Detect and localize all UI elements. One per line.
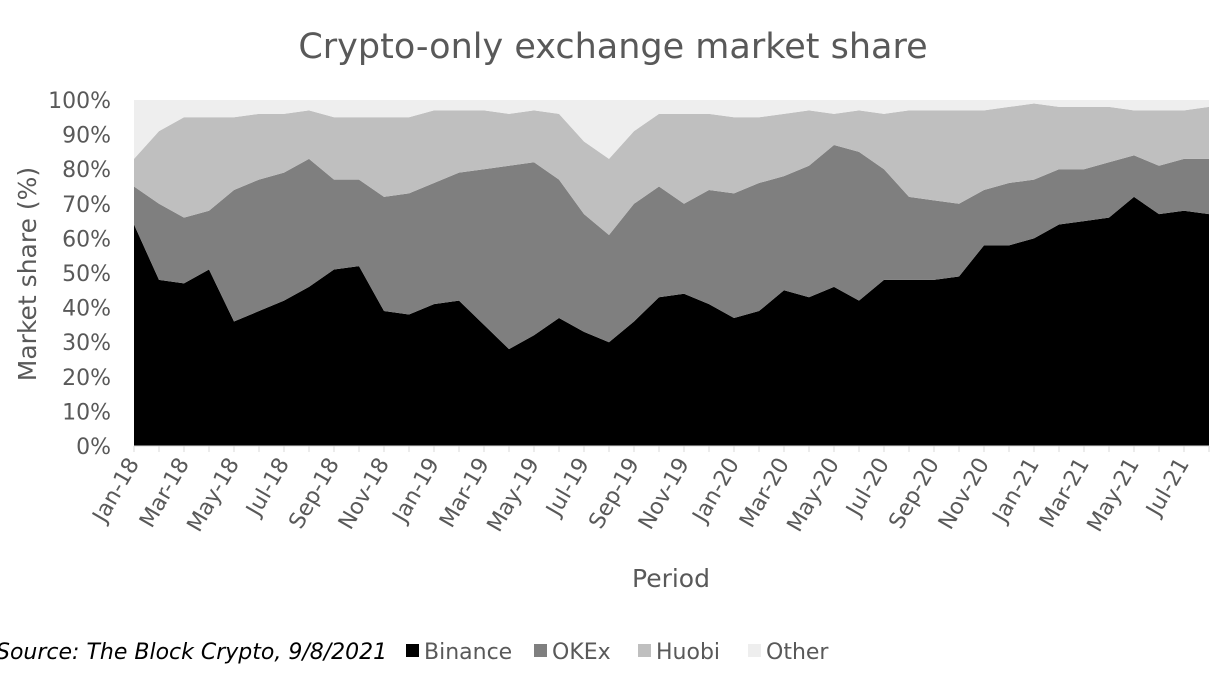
legend-swatch-binance	[406, 644, 419, 657]
y-tick-label: 100%	[48, 89, 111, 114]
legend: Binance OKEx Huobi Other	[406, 640, 829, 665]
y-tick-label: 30%	[62, 331, 111, 356]
x-axis: Jan-18Mar-18May-18Jul-18Sep-18Nov-18Jan-…	[87, 445, 1210, 536]
area-layers	[134, 100, 1209, 446]
y-tick-label: 60%	[62, 227, 111, 252]
y-tick-label: 20%	[62, 366, 111, 391]
area-huobi	[134, 103, 1209, 235]
x-tick-label: Jul-19	[541, 454, 595, 522]
y-tick-labels: 0% 10% 20% 30% 40% 50% 60% 70% 80% 90% 100%	[48, 89, 111, 460]
y-tick-label: 80%	[62, 158, 111, 183]
area-okex	[134, 144, 1209, 350]
y-tick-label: 70%	[62, 193, 111, 218]
legend-label-binance: Binance	[424, 640, 512, 665]
legend-swatch-other	[748, 644, 761, 657]
legend-swatch-huobi	[638, 644, 651, 657]
y-axis-label: Market share (%)	[13, 167, 42, 381]
x-tick-label: Jul-20	[841, 454, 895, 522]
y-tick-label: 40%	[62, 297, 111, 322]
x-tick-label: Jul-18	[241, 454, 295, 522]
x-tick-label: Jul-21	[1141, 454, 1195, 522]
y-tick-label: 50%	[62, 262, 111, 287]
area-other	[134, 100, 1209, 159]
legend-label-other: Other	[766, 640, 829, 665]
y-tick-label: 0%	[76, 435, 111, 460]
x-axis-label: Period	[632, 564, 710, 593]
y-tick-label: 10%	[62, 400, 111, 425]
legend-label-okex: OKEx	[552, 640, 611, 665]
y-tick-label: 90%	[62, 124, 111, 149]
source-note: Source: The Block Crypto, 9/8/2021	[0, 640, 387, 665]
area-binance	[134, 196, 1209, 446]
legend-swatch-okex	[534, 644, 547, 657]
chart-title: Crypto-only exchange market share	[298, 27, 927, 67]
legend-label-huobi: Huobi	[656, 640, 720, 665]
